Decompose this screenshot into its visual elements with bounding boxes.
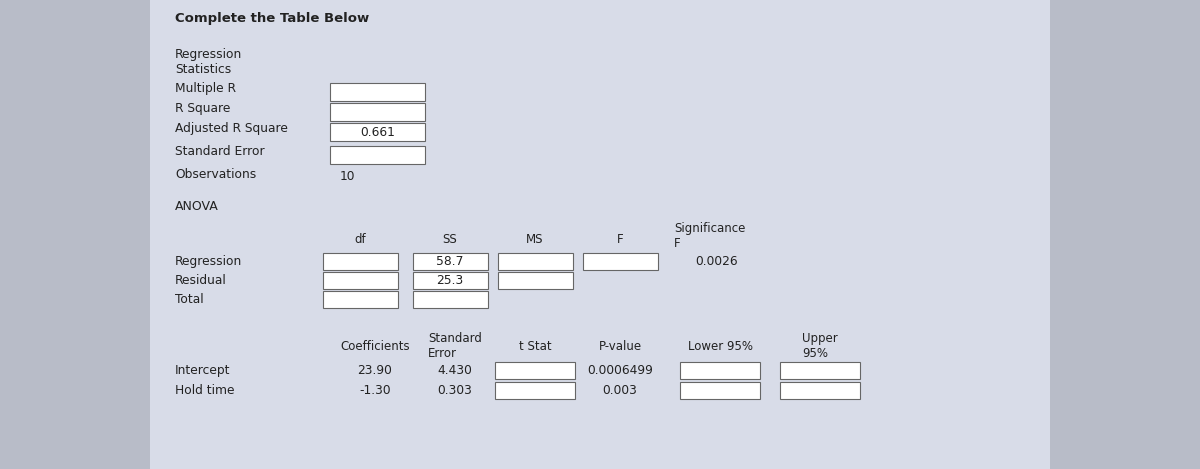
Text: Upper
95%: Upper 95% <box>802 332 838 360</box>
Text: SS: SS <box>443 233 457 246</box>
Text: 4.430: 4.430 <box>438 364 473 377</box>
Text: t Stat: t Stat <box>518 340 551 353</box>
Text: Coefficients: Coefficients <box>340 340 410 353</box>
Bar <box>323 253 398 270</box>
Text: Regression
Statistics: Regression Statistics <box>175 48 242 76</box>
Bar <box>413 253 488 270</box>
Bar <box>780 382 860 399</box>
Bar <box>413 291 488 308</box>
Bar <box>413 272 488 289</box>
Text: df: df <box>354 233 366 246</box>
Text: 10: 10 <box>340 171 355 183</box>
Text: 0.303: 0.303 <box>438 384 473 397</box>
Bar <box>330 123 425 141</box>
Bar <box>1050 0 1200 469</box>
Text: 0.0026: 0.0026 <box>695 255 738 268</box>
Text: Regression: Regression <box>175 255 242 268</box>
Bar <box>496 362 575 379</box>
Bar <box>680 382 760 399</box>
Text: Total: Total <box>175 293 204 306</box>
Text: Significance
F: Significance F <box>674 222 745 250</box>
Text: P-value: P-value <box>599 340 642 353</box>
Text: 0.003: 0.003 <box>602 384 637 397</box>
Text: Lower 95%: Lower 95% <box>688 340 752 353</box>
Text: Multiple R: Multiple R <box>175 82 236 95</box>
Bar <box>780 362 860 379</box>
Text: 0.0006499: 0.0006499 <box>587 364 653 377</box>
Text: 0.661: 0.661 <box>360 126 395 138</box>
Text: Residual: Residual <box>175 274 227 287</box>
Bar <box>583 253 658 270</box>
Text: 58.7: 58.7 <box>437 255 463 268</box>
Text: ANOVA: ANOVA <box>175 200 218 213</box>
Bar <box>330 146 425 164</box>
Bar <box>680 362 760 379</box>
Bar <box>0 0 150 469</box>
Bar <box>330 103 425 121</box>
Bar <box>323 272 398 289</box>
Bar <box>330 83 425 101</box>
Text: Hold time: Hold time <box>175 384 234 397</box>
Text: Observations: Observations <box>175 168 257 181</box>
Text: 25.3: 25.3 <box>437 274 463 287</box>
Text: R Square: R Square <box>175 102 230 115</box>
Text: -1.30: -1.30 <box>359 384 391 397</box>
Text: Intercept: Intercept <box>175 364 230 377</box>
Text: Standard
Error: Standard Error <box>428 332 482 360</box>
Text: F: F <box>617 233 623 246</box>
Bar <box>496 382 575 399</box>
Text: Complete the Table Below: Complete the Table Below <box>175 12 370 25</box>
Text: 23.90: 23.90 <box>358 364 392 377</box>
Text: Standard Error: Standard Error <box>175 145 265 158</box>
Text: Adjusted R Square: Adjusted R Square <box>175 122 288 135</box>
Bar <box>323 291 398 308</box>
Bar <box>498 272 574 289</box>
Bar <box>498 253 574 270</box>
Text: MS: MS <box>527 233 544 246</box>
Bar <box>150 0 1050 469</box>
